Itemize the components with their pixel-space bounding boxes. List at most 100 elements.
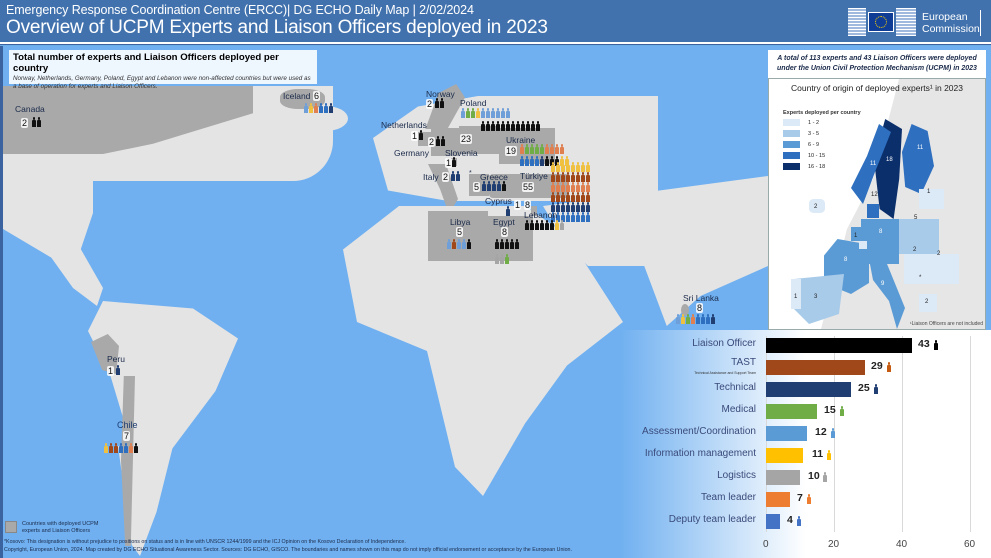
inset-value-estonia: 1 (927, 189, 931, 195)
country-count-ukraine: 19 (505, 146, 518, 156)
legend-item: 3 - 5 (783, 130, 819, 137)
inset-region-baltics (919, 189, 944, 209)
bar-label: Information management (644, 448, 756, 459)
country-label-libya: Libya (450, 217, 471, 227)
people-icons-slovenia (451, 157, 456, 167)
bar (766, 360, 865, 375)
inset-value-norway: 11 (870, 161, 877, 167)
inset-footnote: ¹Liaison Officers are not included (909, 321, 983, 327)
region-lebanon (531, 206, 537, 216)
people-icons-libya (446, 239, 471, 249)
person-icon (796, 516, 801, 527)
eu-flag-icon (868, 12, 894, 32)
country-count-turkiye: 55 (522, 182, 535, 192)
bar-row-assessment: Assessment/Coordination 12 (620, 423, 991, 445)
people-icons-egypt-row2 (494, 254, 509, 264)
person-icon (839, 406, 844, 417)
legend-item: 6 - 9 (783, 141, 819, 148)
people-icons-netherlands (418, 130, 423, 140)
country-label-cyprus: Cyprus (485, 196, 512, 206)
country-count-libya: 5 (456, 227, 464, 237)
inset-value-kosovo: * (919, 275, 922, 281)
inset-value-romania: 2 (937, 251, 941, 257)
inset-value-spain: 3 (814, 294, 818, 300)
people-icons-italy (450, 171, 460, 181)
people-icons-poland-row1 (460, 108, 510, 118)
people-icons-norway (434, 98, 444, 108)
role-bar-chart: Liaison Officer 43 TAST Technical Assist… (620, 330, 991, 558)
building-icon (848, 8, 866, 36)
x-tick: 0 (763, 539, 769, 550)
bar (766, 382, 851, 397)
bar-row-medical: Medical 15 (620, 401, 991, 423)
country-label-norway: Norway (426, 89, 455, 99)
copyright-footnote: Copyright, European Union, 2024. Map cre… (4, 547, 572, 553)
country-label-chile: Chile (117, 420, 138, 430)
legend-swatch-affected (5, 521, 17, 533)
country-label-poland: Poland (460, 98, 487, 108)
country-count-sri-lanka: 8 (696, 303, 704, 313)
kosovo-asterisk: * (469, 170, 472, 177)
people-icons-cyprus (505, 206, 510, 216)
people-icons-iceland (303, 103, 333, 113)
x-tick: 40 (896, 539, 908, 550)
bar-row-deputy-team-leader: Deputy team leader 4 (620, 511, 991, 533)
country-count-poland: 23 (460, 134, 473, 144)
header-divider (0, 42, 991, 45)
legend-item: 1 - 2 (783, 119, 819, 126)
info-box-title: Total number of experts and Liaison Offi… (13, 52, 279, 74)
land-south-america (88, 301, 238, 451)
bar-row-liaison-officer: Liaison Officer 43 (620, 335, 991, 357)
inset-region-ireland (809, 199, 825, 213)
people-icons-peru (115, 365, 120, 375)
bar (766, 448, 803, 463)
inset-value-poland: 5 (914, 215, 918, 221)
country-count-italy: 2 (442, 172, 450, 182)
country-label-germany: Germany (394, 148, 429, 158)
page-title: Overview of UCPM Experts and Liaison Off… (6, 17, 548, 38)
bar-value: 25 (858, 382, 870, 394)
inset-region-greece (919, 294, 937, 312)
country-label-netherlands: Netherlands (381, 120, 427, 130)
inset-map-origin: 18 11 11 12 1 5 8 8 1 9 3 1 2 2 2 2 * Co… (768, 78, 986, 330)
legend-swatch (783, 119, 800, 126)
people-icons-poland-row2 (480, 121, 540, 131)
legend-item: 10 - 15 (783, 152, 825, 159)
european-commission-logo: European Commission (848, 6, 988, 39)
people-icons-sri-lanka (675, 314, 715, 324)
bar-row-logistics: Logistics 10 (620, 467, 991, 489)
bar-value: 4 (787, 514, 793, 526)
bar-label: Team leader (700, 492, 756, 503)
bar-value: 12 (815, 426, 827, 438)
logo-line-2: Commission (922, 23, 980, 35)
bar-value: 43 (918, 338, 930, 350)
legend-swatch (783, 141, 800, 148)
bar (766, 470, 800, 485)
bar-row-technical: Technical 25 (620, 379, 991, 401)
person-icon (933, 340, 938, 351)
person-icon (873, 384, 878, 395)
bar (766, 492, 790, 507)
bar-label: Medical (721, 404, 756, 415)
info-box-description: Norway, Netherlands, Germany, Poland, Eg… (13, 75, 311, 90)
bar-label: Deputy team leader (668, 514, 756, 525)
inset-value-finland: 11 (917, 145, 924, 151)
person-icon (822, 472, 827, 483)
country-label-lebanon: Lebanon (524, 210, 558, 220)
inset-value-belgium: 1 (854, 233, 858, 239)
land-mexico (43, 246, 103, 306)
info-box: Total number of experts and Liaison Offi… (9, 50, 317, 90)
people-icons-greece (481, 181, 506, 191)
bar-row-information-management: Information management 11 (620, 445, 991, 467)
country-label-ukraine: Ukraine (506, 135, 536, 145)
person-icon (806, 494, 811, 505)
inset-value-denmark: 12 (871, 192, 878, 198)
bar-value: 15 (824, 404, 836, 416)
bar-value: 11 (812, 448, 824, 460)
region-sri-lanka (681, 304, 689, 316)
inset-value-italy: 9 (881, 281, 885, 287)
country-count-cyprus: 1 (514, 200, 522, 210)
bar-sublabel: Technical Assistance and Support Team (694, 371, 756, 375)
bar-value: 7 (797, 492, 803, 504)
